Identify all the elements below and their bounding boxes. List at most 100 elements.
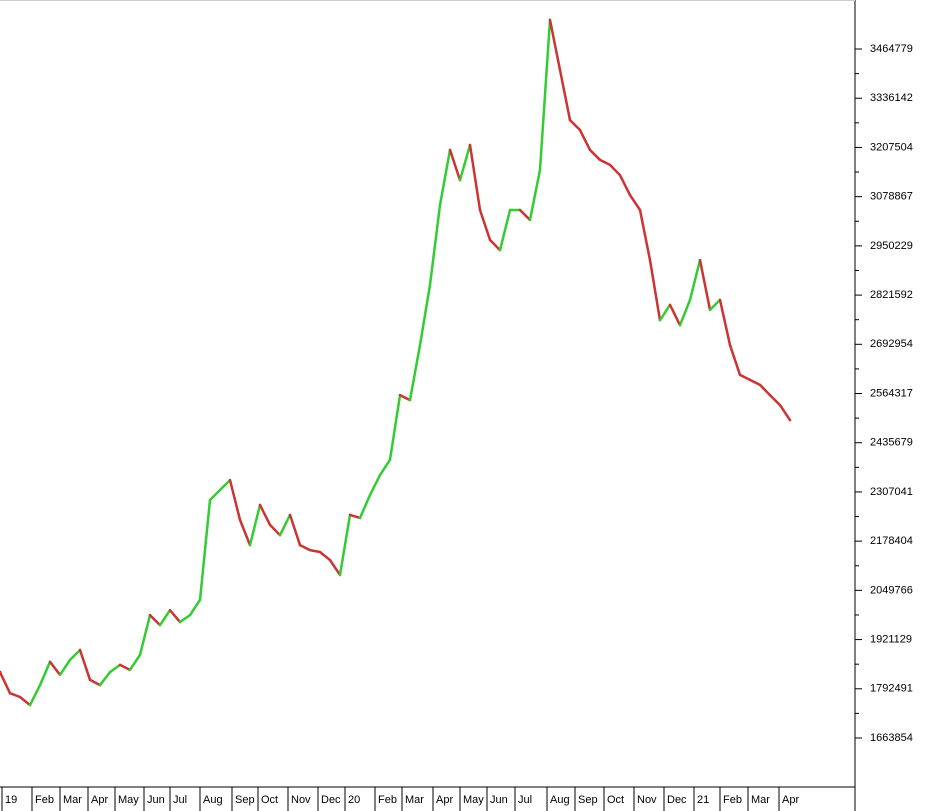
- up-segment: [128, 653, 142, 672]
- y-tick-label: 1792491: [870, 683, 913, 695]
- y-tick-label: 3464779: [870, 43, 913, 55]
- down-segment: [48, 660, 62, 677]
- x-tick-label: May: [463, 794, 484, 806]
- down-segment: [728, 343, 742, 377]
- down-segment: [398, 393, 412, 402]
- x-tick-label: Mar: [63, 794, 82, 806]
- y-tick-label: 2821592: [870, 289, 913, 301]
- up-segment: [68, 648, 82, 662]
- x-tick-label: Feb: [378, 794, 397, 806]
- down-segment: [648, 258, 662, 322]
- up-segment: [708, 298, 722, 312]
- x-tick-label: Aug: [203, 794, 223, 806]
- up-segment: [428, 203, 442, 287]
- down-segment: [228, 478, 242, 522]
- up-segment: [368, 473, 382, 497]
- down-segment: [618, 173, 632, 197]
- down-segment: [168, 608, 182, 624]
- up-segment: [278, 513, 292, 537]
- up-segment: [388, 393, 402, 462]
- down-segment: [698, 258, 712, 312]
- x-tick-label: Jul: [518, 794, 532, 806]
- y-tick-label: 2692954: [870, 338, 913, 350]
- x-tick-label: Dec: [321, 794, 341, 806]
- down-segment: [8, 691, 22, 699]
- y-tick-label: 3336142: [870, 92, 913, 104]
- x-tick-label: Nov: [637, 794, 657, 806]
- up-segment: [378, 458, 392, 477]
- down-segment: [778, 403, 792, 422]
- x-tick-label: Jul: [173, 794, 187, 806]
- y-tick-label: 1663854: [870, 732, 913, 744]
- down-segment: [318, 550, 332, 562]
- down-segment: [348, 513, 362, 520]
- y-tick-label: 2178404: [870, 535, 913, 547]
- x-tick-label: 20: [348, 794, 360, 806]
- down-segment: [628, 193, 642, 212]
- up-segment: [688, 258, 702, 302]
- down-segment: [468, 143, 482, 212]
- y-tick-label: 3207504: [870, 141, 913, 153]
- up-segment: [138, 613, 152, 657]
- up-segment: [198, 498, 212, 602]
- x-tick-label: Jun: [147, 794, 165, 806]
- x-tick-label: Oct: [261, 794, 278, 806]
- x-tick-label: Mar: [405, 794, 424, 806]
- up-segment: [188, 598, 202, 617]
- down-segment: [328, 558, 342, 577]
- x-tick-label: Sep: [578, 794, 598, 806]
- up-segment: [208, 488, 222, 502]
- down-segment: [598, 158, 612, 167]
- down-segment: [758, 383, 772, 397]
- down-segment: [448, 148, 462, 182]
- up-segment: [248, 503, 262, 547]
- down-segment: [608, 163, 622, 177]
- up-segment: [498, 208, 512, 252]
- down-segment: [588, 148, 602, 162]
- down-segment: [518, 208, 532, 222]
- down-segment: [258, 503, 272, 527]
- x-tick-label: Aug: [550, 794, 570, 806]
- down-segment: [488, 238, 502, 252]
- x-tick-label: Jun: [490, 794, 508, 806]
- x-tick-label: Dec: [667, 794, 687, 806]
- up-segment: [28, 683, 42, 707]
- down-segment: [148, 613, 162, 627]
- down-segment: [558, 68, 572, 122]
- down-segment: [738, 373, 752, 382]
- up-segment: [678, 298, 692, 327]
- y-tick-label: 2307041: [870, 486, 913, 498]
- up-segment: [658, 303, 672, 322]
- up-segment: [528, 168, 542, 222]
- down-segment: [268, 523, 282, 537]
- x-tick-label: Apr: [436, 794, 453, 806]
- down-segment: [78, 648, 92, 682]
- down-segment: [308, 548, 322, 554]
- down-segment: [298, 543, 312, 552]
- up-segment: [178, 613, 192, 624]
- down-segment: [238, 518, 252, 547]
- x-tick-label: May: [118, 794, 139, 806]
- down-segment: [478, 208, 492, 242]
- up-segment: [38, 660, 52, 687]
- up-segment: [418, 283, 432, 347]
- up-segment: [458, 143, 472, 182]
- up-segment: [158, 608, 172, 627]
- y-tick-label: 2049766: [870, 584, 913, 596]
- x-tick-label: Apr: [91, 794, 108, 806]
- down-segment: [18, 695, 32, 707]
- down-segment: [568, 118, 582, 132]
- up-segment: [358, 493, 372, 520]
- y-tick-label: 2564317: [870, 387, 913, 399]
- up-segment: [408, 343, 422, 402]
- up-segment: [538, 18, 552, 172]
- x-tick-label: 19: [5, 794, 17, 806]
- x-tick-label: Sep: [235, 794, 255, 806]
- down-segment: [748, 378, 762, 387]
- down-segment: [718, 298, 732, 347]
- down-segment: [288, 513, 302, 547]
- up-segment: [58, 658, 72, 677]
- y-tick-label: 1921129: [870, 633, 912, 645]
- x-tick-label: Feb: [723, 794, 742, 806]
